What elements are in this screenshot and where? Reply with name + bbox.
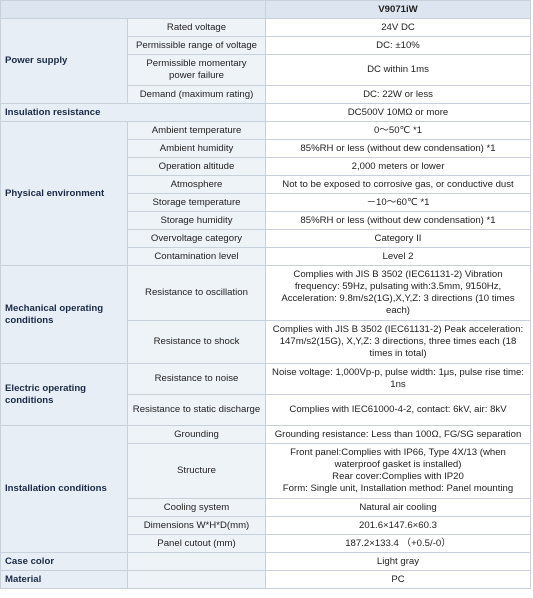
- param-value: DC500V 10MΩ or more: [265, 103, 531, 122]
- table-row: Demand (maximum rating) DC: 22W or less: [1, 85, 531, 104]
- param-label: Operation altitude: [127, 157, 266, 176]
- param-value: Complies with JIS B 3502 (IEC61131-2) Pe…: [265, 320, 531, 364]
- param-value: PC: [265, 570, 531, 589]
- table-row: Installation conditions Grounding Ground…: [0, 425, 531, 553]
- param-value: Level 2: [265, 247, 531, 266]
- param-value: Not to be exposed to corrosive gas, or c…: [265, 175, 531, 194]
- param-label: Storage humidity: [127, 211, 266, 230]
- param-empty: [127, 552, 266, 571]
- table-row: Permissible range of voltage DC: ±10%: [1, 36, 531, 55]
- param-label: Resistance to oscillation: [127, 265, 266, 321]
- table-row: Storage humidity 85%RH or less (without …: [1, 211, 531, 230]
- structure-line: Front panel:Complies with IP66, Type 4X/…: [290, 447, 506, 471]
- category-electric-operating-conditions: Electric operating conditions: [0, 363, 128, 426]
- category-insulation-resistance: Insulation resistance: [0, 103, 266, 122]
- param-label: Atmosphere: [127, 175, 266, 194]
- structure-line: Rear cover:Complies with IP20: [332, 471, 464, 482]
- param-label: Ambient humidity: [127, 139, 266, 158]
- table-row: Resistance to shock Complies with JIS B …: [1, 320, 531, 364]
- param-value: 201.6×147.6×60.3: [265, 516, 531, 535]
- param-label: Structure: [127, 443, 266, 499]
- param-label: Storage temperature: [127, 193, 266, 212]
- param-value: Grounding resistance: Less than 100Ω, FG…: [265, 425, 531, 444]
- param-label: Cooling system: [127, 498, 266, 517]
- param-value: Noise voltage: 1,000Vp-p, pulse width: 1…: [265, 363, 531, 395]
- param-value: DC: 22W or less: [265, 85, 531, 104]
- table-row: Resistance to static discharge Complies …: [1, 394, 531, 426]
- table-row: Atmosphere Not to be exposed to corrosiv…: [1, 175, 531, 194]
- param-value: Complies with IEC61000-4-2, contact: 6kV…: [265, 394, 531, 426]
- category-physical-environment: Physical environment: [0, 121, 128, 266]
- category-case-color: Case color: [0, 552, 128, 571]
- param-label: Demand (maximum rating): [127, 85, 266, 104]
- param-value: 85%RH or less (without dew condensation)…: [265, 211, 531, 230]
- table-row: Material PC: [0, 570, 531, 589]
- param-value: Light gray: [265, 552, 531, 571]
- param-label: Permissible momentary power failure: [127, 54, 266, 86]
- param-value: 187.2×133.4 （+0.5/-0）: [265, 534, 531, 553]
- param-label: Resistance to shock: [127, 320, 266, 364]
- table-row: Operation altitude 2,000 meters or lower: [1, 157, 531, 176]
- param-value: DC: ±10%: [265, 36, 531, 55]
- category-mechanical-operating-conditions: Mechanical operating conditions: [0, 265, 128, 364]
- param-value: 85%RH or less (without dew condensation)…: [265, 139, 531, 158]
- param-value: DC within 1ms: [265, 54, 531, 86]
- param-value: 2,000 meters or lower: [265, 157, 531, 176]
- table-row: Case color Light gray: [0, 552, 531, 571]
- category-power-supply: Power supply: [0, 18, 128, 104]
- table-row: Panel cutout (mm) 187.2×133.4 （+0.5/-0）: [1, 534, 531, 553]
- param-value: －10～60℃ *1: [265, 193, 531, 212]
- table-row: Electric operating conditions Resistance…: [0, 363, 531, 426]
- param-value: Natural air cooling: [265, 498, 531, 517]
- param-label: Dimensions W*H*D(mm): [127, 516, 266, 535]
- table-row: Physical environment Ambient temperature…: [0, 121, 531, 266]
- table-row: Cooling system Natural air cooling: [1, 498, 531, 517]
- table-row: Insulation resistance DC500V 10MΩ or mor…: [0, 103, 531, 122]
- param-value: Complies with JIS B 3502 (IEC61131-2) Vi…: [265, 265, 531, 321]
- category-material: Material: [0, 570, 128, 589]
- param-empty: [127, 570, 266, 589]
- param-label: Grounding: [127, 425, 266, 444]
- table-row: Ambient humidity 85%RH or less (without …: [1, 139, 531, 158]
- param-label: Contamination level: [127, 247, 266, 266]
- structure-value: Front panel:Complies with IP66, Type 4X/…: [265, 443, 531, 499]
- table-row: Power supply Rated voltage 24V DC: [0, 18, 531, 104]
- param-value: 0～50℃ *1: [265, 121, 531, 140]
- table-row: Overvoltage category Category II: [1, 229, 531, 248]
- model-header: V9071iW: [265, 0, 531, 19]
- param-label: Panel cutout (mm): [127, 534, 266, 553]
- param-label: Rated voltage: [127, 18, 266, 37]
- param-label: Ambient temperature: [127, 121, 266, 140]
- param-label: Resistance to noise: [127, 363, 266, 395]
- param-label: Resistance to static discharge: [127, 394, 266, 426]
- header-corner: [0, 0, 266, 19]
- param-value: Category II: [265, 229, 531, 248]
- table-row: Mechanical operating conditions Resistan…: [0, 265, 531, 364]
- structure-line: Form: Single unit, Installation method: …: [282, 482, 514, 494]
- param-label: Overvoltage category: [127, 229, 266, 248]
- category-installation-conditions: Installation conditions: [0, 425, 128, 553]
- param-label: Permissible range of voltage: [127, 36, 266, 55]
- param-value: 24V DC: [265, 18, 531, 37]
